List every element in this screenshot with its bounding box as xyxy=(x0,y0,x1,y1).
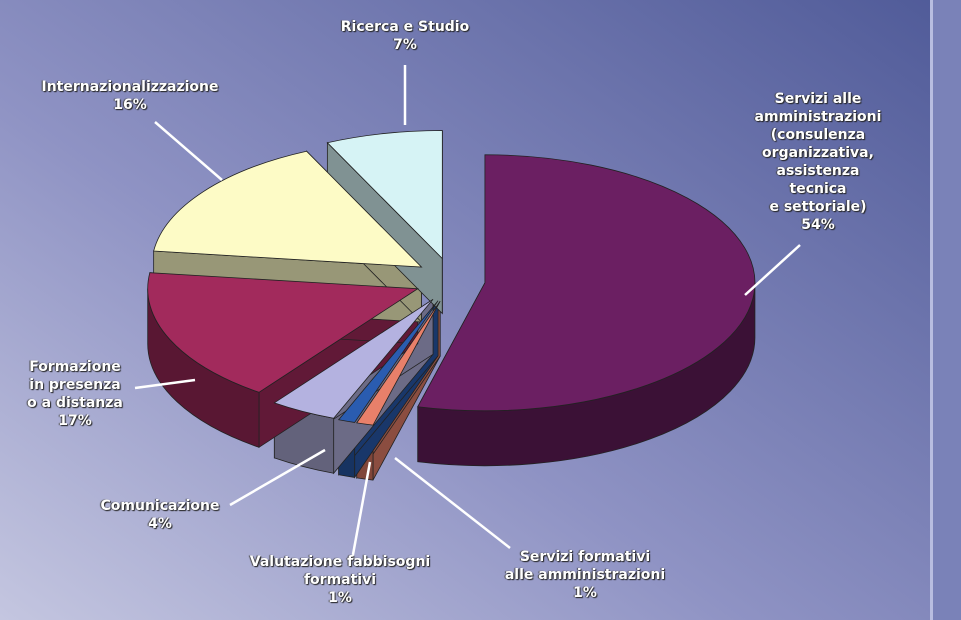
slice-label: Formazione in presenza o a distanza 17% xyxy=(27,358,123,430)
slice xyxy=(417,154,756,412)
category-label: Servizi formativi alle amministrazioni xyxy=(504,549,666,583)
slice xyxy=(326,130,443,260)
value-label: 54% xyxy=(801,217,835,233)
slice xyxy=(147,272,419,393)
slice xyxy=(273,298,434,419)
slice-label: Comunicazione 4% xyxy=(101,497,220,533)
slice xyxy=(356,300,441,426)
leader-line xyxy=(350,461,372,561)
value-label: 4% xyxy=(148,516,172,532)
leader-line xyxy=(154,121,223,181)
leader-line xyxy=(229,448,326,507)
leader-line xyxy=(394,457,511,549)
value-label: 16% xyxy=(113,97,147,113)
slice-label: Internazionalizzazione 16% xyxy=(41,78,218,114)
category-label: Valutazione fabbisogni formativi xyxy=(249,554,431,588)
value-label: 17% xyxy=(58,413,92,429)
category-label: Comunicazione xyxy=(100,498,220,514)
category-label: Formazione in presenza o a distanza xyxy=(27,359,123,411)
category-label: Ricerca e Studio xyxy=(340,19,470,35)
category-label: Internazionalizzazione xyxy=(41,79,219,95)
value-label: 7% xyxy=(393,37,417,53)
slice-label: Ricerca e Studio 7% xyxy=(341,18,469,54)
slice xyxy=(337,300,439,423)
category-label: Servizi alle amministrazioni (consulenza… xyxy=(754,91,882,215)
slice-label: Servizi formativi alle amministrazioni 1% xyxy=(505,548,665,602)
leader-line xyxy=(744,244,801,296)
value-label: 1% xyxy=(573,585,597,601)
side-panel xyxy=(930,0,961,620)
slice-label: Valutazione fabbisogni formativi 1% xyxy=(250,553,430,607)
slice-label: Servizi alle amministrazioni (consulenza… xyxy=(747,90,890,234)
leader-line xyxy=(134,378,196,390)
value-label: 1% xyxy=(328,590,352,606)
slice xyxy=(153,150,423,268)
